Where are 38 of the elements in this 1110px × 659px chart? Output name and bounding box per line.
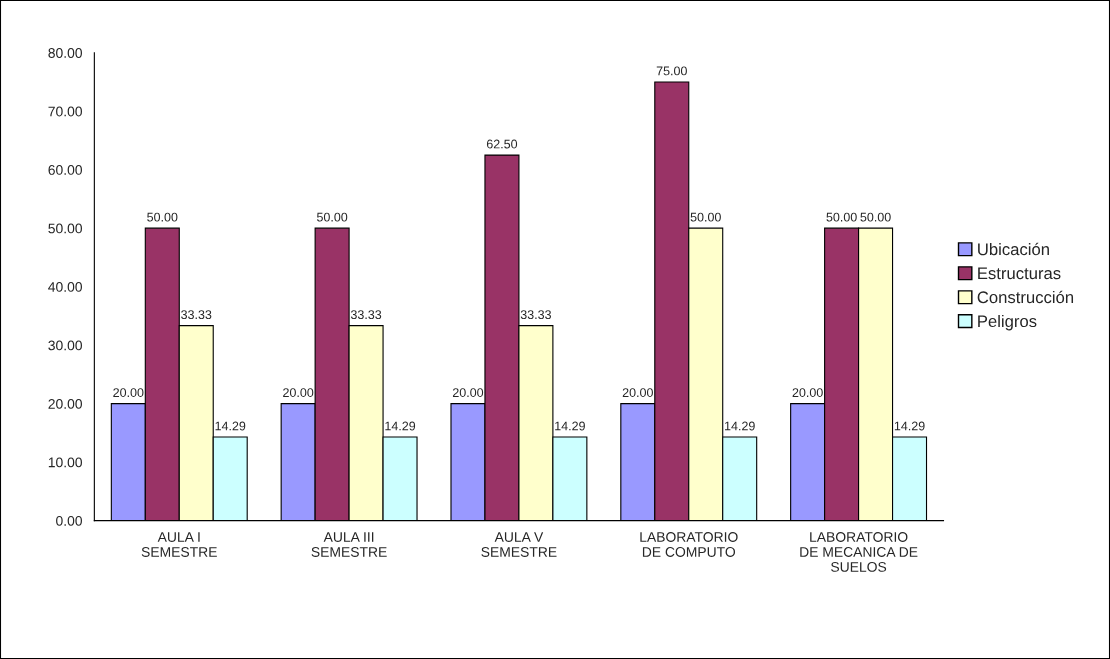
data-label: 20.00: [113, 388, 144, 397]
y-tick-label: 60.00: [48, 165, 82, 175]
x-tick-label: AULA V SEMESTRE: [481, 532, 557, 557]
data-label: 50.00: [690, 212, 721, 222]
data-label: 14.29: [894, 421, 925, 431]
y-tick-label: 70.00: [48, 106, 82, 117]
x-tick-label: LABORATORIO DE MECANICA DE SUELOS: [800, 532, 918, 572]
data-label: 14.29: [215, 421, 246, 431]
data-label: 14.29: [555, 421, 585, 431]
data-label: 20.00: [283, 388, 314, 397]
legend-label: Ubicación: [978, 242, 1049, 256]
data-label: 20.00: [622, 388, 653, 397]
data-label: 33.33: [181, 310, 212, 320]
legend-label: Peligros: [978, 314, 1037, 331]
data-label: 50.00: [826, 212, 857, 222]
y-tick-label: 40.00: [48, 282, 82, 292]
data-label: 75.00: [656, 66, 687, 76]
y-tick-label: 80.00: [48, 48, 82, 58]
y-tick-label: 20.00: [48, 398, 82, 409]
legend-label: Estructuras: [978, 267, 1061, 280]
data-label: 20.00: [452, 388, 484, 397]
data-label: 50.00: [860, 212, 891, 222]
x-tick-label: LABORATORIO DE COMPUTO: [640, 532, 738, 557]
x-tick-label: AULA I SEMESTRE: [141, 532, 217, 557]
data-label: 33.33: [520, 310, 551, 320]
y-tick-label: 10.00: [48, 457, 82, 468]
y-tick-label: 50.00: [48, 223, 82, 234]
y-tick-label: 0.00: [56, 515, 82, 526]
legend-label: Construcción: [977, 290, 1074, 304]
data-label: 62.50: [486, 139, 518, 149]
y-tick-label: 30.00: [48, 340, 82, 351]
data-label: 50.00: [316, 212, 348, 222]
data-label: 33.33: [350, 310, 382, 320]
data-label: 14.29: [385, 421, 416, 431]
data-label: 14.29: [725, 421, 755, 431]
data-label: 50.00: [147, 212, 178, 222]
data-label: 20.00: [792, 388, 823, 397]
x-tick-label: AULA III SEMESTRE: [311, 532, 387, 557]
